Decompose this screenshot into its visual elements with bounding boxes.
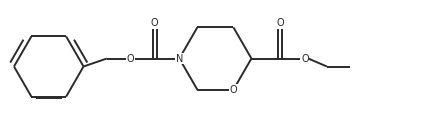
Text: O: O: [230, 85, 237, 95]
Text: O: O: [301, 53, 309, 64]
Text: O: O: [276, 18, 284, 28]
Text: O: O: [151, 18, 159, 28]
Text: N: N: [176, 53, 183, 64]
Text: O: O: [126, 53, 134, 64]
